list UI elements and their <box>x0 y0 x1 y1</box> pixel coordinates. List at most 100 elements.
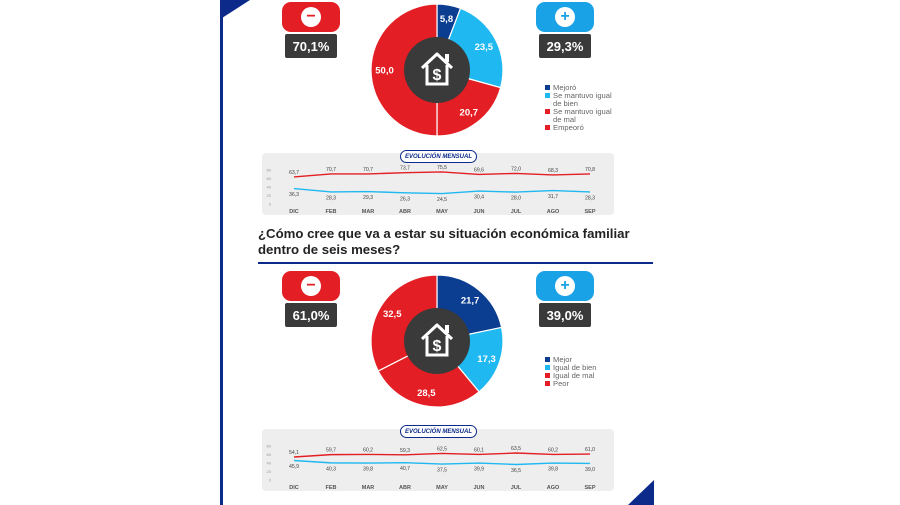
data-label: 73,7 <box>400 166 410 172</box>
plus-icon: + <box>555 7 575 27</box>
legend-2: Mejor Igual de bien Igual de mal Peor <box>545 356 617 388</box>
negative-badge-1: − 70,1% <box>282 2 340 58</box>
x-tick-label: AGO <box>547 485 560 491</box>
x-tick-label: MAY <box>436 209 448 215</box>
evolution-title-2: EVOLUCIÓN MENSUAL <box>400 425 477 438</box>
data-label: 28,0 <box>511 196 521 202</box>
data-label: 63,7 <box>289 170 299 176</box>
negative-total-value: 61,0% <box>285 303 337 327</box>
left-page-border <box>220 0 223 505</box>
data-label: 70,8 <box>585 167 595 173</box>
data-label: 39,8 <box>363 467 373 473</box>
section-divider <box>258 262 653 264</box>
data-label: 54,1 <box>289 450 299 456</box>
pie-center <box>404 37 470 103</box>
data-label: 59,7 <box>326 448 336 454</box>
legend-swatch <box>545 109 550 114</box>
x-tick-label: FEB <box>326 485 337 491</box>
data-label: 28,3 <box>585 195 595 201</box>
positive-total-value: 39,0% <box>539 303 591 327</box>
pie-slice-label-0: 5,8 <box>440 14 453 25</box>
y-tick-label: 80 <box>267 444 272 449</box>
data-label: 60,2 <box>548 447 558 453</box>
y-tick-label: 20 <box>267 193 272 198</box>
data-label: 36,5 <box>511 468 521 474</box>
x-tick-label: JUN <box>473 485 484 491</box>
pie-slice-label-1: 17,3 <box>477 354 496 365</box>
x-tick-label: SEP <box>584 485 595 491</box>
legend-item: Mejor <box>545 356 617 364</box>
x-tick-label: ABR <box>399 209 411 215</box>
data-label: 24,5 <box>437 197 447 203</box>
data-label: 40,7 <box>400 466 410 472</box>
y-tick-label: 60 <box>267 176 272 181</box>
pie-center <box>404 308 470 374</box>
plus-icon: + <box>555 276 575 296</box>
data-label: 61,0 <box>585 447 595 453</box>
x-tick-label: FEB <box>326 209 337 215</box>
x-tick-label: DIC <box>289 485 299 491</box>
data-label: 31,7 <box>548 194 558 200</box>
bottom-right-corner-decoration <box>628 480 654 505</box>
data-label: 28,3 <box>326 195 336 201</box>
data-label: 70,7 <box>326 167 336 173</box>
legend-item: Igual de bien <box>545 364 617 372</box>
legend-swatch <box>545 373 550 378</box>
data-label: 37,5 <box>437 468 447 474</box>
data-label: 70,7 <box>363 167 373 173</box>
pie-chart-2: 21,7 17,3 28,5 32,5 $ <box>370 274 504 408</box>
pie-slice-label-2: 20,7 <box>460 107 479 118</box>
pie-slice-label-0: 21,7 <box>461 296 480 307</box>
x-tick-label: SEP <box>584 209 595 215</box>
series-line-0 <box>293 452 591 458</box>
legend-label: Se mantuvo igual de mal <box>553 107 612 124</box>
positive-badge-top: + <box>536 271 594 301</box>
legend-label: Igual de bien <box>553 363 597 372</box>
y-tick-label: 40 <box>267 461 272 466</box>
series-line-1 <box>293 187 591 195</box>
negative-total-value: 70,1% <box>285 34 337 58</box>
positive-total-value: 29,3% <box>539 34 591 58</box>
x-tick-label: MAR <box>362 209 375 215</box>
evolution-panel-1 <box>262 153 614 215</box>
legend-item: Peor <box>545 380 617 388</box>
svg-text:$: $ <box>433 338 442 355</box>
data-label: 39,8 <box>548 467 558 473</box>
data-label: 69,6 <box>474 167 484 173</box>
evolution-title-1: EVOLUCIÓN MENSUAL <box>400 150 477 163</box>
legend-swatch <box>545 365 550 370</box>
legend-label: Mejoró <box>553 83 577 92</box>
series-line-1 <box>293 459 591 466</box>
y-tick-label: 60 <box>267 452 272 457</box>
x-tick-label: JUL <box>511 209 522 215</box>
data-label: 39,0 <box>585 467 595 473</box>
data-label: 45,9 <box>289 464 299 470</box>
evolution-panel-2 <box>262 429 614 491</box>
x-tick-label: MAY <box>436 485 448 491</box>
data-label: 62,5 <box>437 446 447 452</box>
minus-icon: − <box>301 7 321 27</box>
data-label: 60,1 <box>474 447 484 453</box>
positive-badge-2: + 39,0% <box>536 271 594 327</box>
negative-badge-top: − <box>282 271 340 301</box>
y-tick-label: 80 <box>267 168 272 173</box>
y-tick-label: 20 <box>267 469 272 474</box>
legend-swatch <box>545 381 550 386</box>
data-label: 75,5 <box>437 165 447 171</box>
data-label: 29,3 <box>363 195 373 201</box>
data-label: 26,3 <box>400 196 410 202</box>
top-left-corner-decoration <box>222 0 250 18</box>
legend-label: Peor <box>553 379 570 388</box>
pie-slice-label-1: 23,5 <box>475 42 494 53</box>
house-dollar-icon: $ <box>420 52 454 86</box>
positive-badge-top: + <box>536 2 594 32</box>
legend-label: Se mantuvo igual de bien <box>553 91 612 108</box>
legend-item: Se mantuvo igual de mal <box>545 108 617 124</box>
negative-badge-top: − <box>282 2 340 32</box>
y-tick-label: 0 <box>269 202 272 207</box>
y-tick-label: 40 <box>267 185 272 190</box>
pie-slice-label-2: 28,5 <box>417 388 436 399</box>
data-label: 68,3 <box>548 168 558 174</box>
data-label: 63,5 <box>511 446 521 452</box>
legend-label: Empeoró <box>553 123 584 132</box>
